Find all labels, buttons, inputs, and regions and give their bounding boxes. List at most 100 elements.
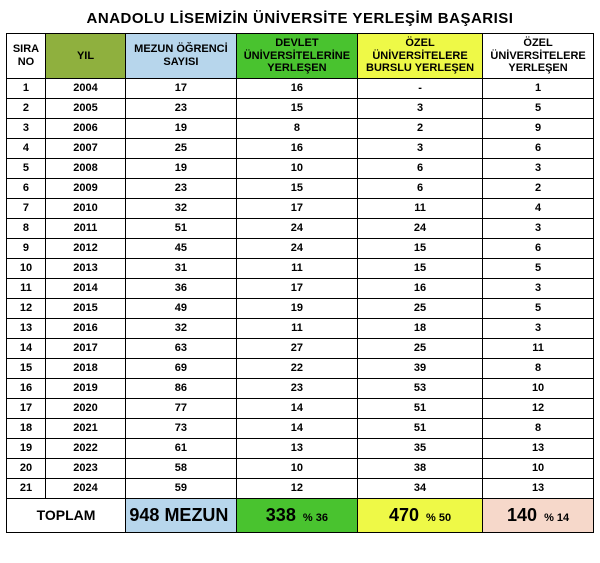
cell-ozel: 5 [483, 298, 594, 318]
cell-yil: 2014 [45, 278, 125, 298]
page-title: ANADOLU LİSEMİZİN ÜNİVERSİTE YERLEŞİM BA… [6, 6, 594, 33]
cell-sira: 8 [7, 218, 46, 238]
cell-ozel: 3 [483, 318, 594, 338]
cell-ozel: 4 [483, 198, 594, 218]
totals-ozel-pct: % 14 [544, 512, 569, 524]
cell-devlet: 27 [236, 338, 357, 358]
cell-yil: 2009 [45, 178, 125, 198]
cell-mezun: 19 [126, 158, 237, 178]
cell-devlet: 17 [236, 198, 357, 218]
cell-mezun: 49 [126, 298, 237, 318]
cell-ozel: 13 [483, 438, 594, 458]
header-ozel: ÖZEL ÜNİVERSİTELERE YERLEŞEN [483, 34, 594, 79]
cell-mezun: 59 [126, 478, 237, 498]
cell-ozel: 8 [483, 418, 594, 438]
cell-yil: 2018 [45, 358, 125, 378]
cell-sira: 2 [7, 98, 46, 118]
cell-yil: 2007 [45, 138, 125, 158]
totals-burslu: 470 % 50 [357, 498, 482, 532]
cell-mezun: 31 [126, 258, 237, 278]
header-burslu: ÖZEL ÜNİVERSİTELERE BURSLU YERLEŞEN [357, 34, 482, 79]
table-row: 120041716-1 [7, 78, 594, 98]
totals-devlet-value: 338 [266, 505, 296, 525]
table-row: 1220154919255 [7, 298, 594, 318]
totals-burslu-value: 470 [389, 505, 419, 525]
cell-mezun: 86 [126, 378, 237, 398]
table-row: 62009231562 [7, 178, 594, 198]
table-row: 17202077145112 [7, 398, 594, 418]
cell-ozel: 6 [483, 238, 594, 258]
totals-ozel-value: 140 [507, 505, 537, 525]
header-row: SIRA NO YIL MEZUN ÖĞRENCİ SAYISI DEVLET … [7, 34, 594, 79]
cell-devlet: 15 [236, 98, 357, 118]
cell-devlet: 16 [236, 138, 357, 158]
cell-yil: 2012 [45, 238, 125, 258]
cell-mezun: 36 [126, 278, 237, 298]
cell-devlet: 13 [236, 438, 357, 458]
cell-devlet: 24 [236, 238, 357, 258]
cell-devlet: 12 [236, 478, 357, 498]
cell-mezun: 61 [126, 438, 237, 458]
cell-devlet: 8 [236, 118, 357, 138]
cell-mezun: 32 [126, 318, 237, 338]
cell-mezun: 77 [126, 398, 237, 418]
cell-yil: 2011 [45, 218, 125, 238]
table-row: 1120143617163 [7, 278, 594, 298]
cell-mezun: 25 [126, 138, 237, 158]
totals-devlet: 338 % 36 [236, 498, 357, 532]
table-row: 1320163211183 [7, 318, 594, 338]
cell-yil: 2019 [45, 378, 125, 398]
cell-mezun: 45 [126, 238, 237, 258]
totals-mezun: 948 MEZUN [126, 498, 237, 532]
cell-burslu: 24 [357, 218, 482, 238]
cell-devlet: 11 [236, 258, 357, 278]
cell-sira: 9 [7, 238, 46, 258]
cell-ozel: 6 [483, 138, 594, 158]
header-devlet: DEVLET ÜNİVERSİTELERİNE YERLEŞEN [236, 34, 357, 79]
totals-devlet-pct: % 36 [303, 512, 328, 524]
header-sira: SIRA NO [7, 34, 46, 79]
cell-yil: 2022 [45, 438, 125, 458]
cell-sira: 13 [7, 318, 46, 338]
cell-devlet: 23 [236, 378, 357, 398]
table-row: 22005231535 [7, 98, 594, 118]
cell-sira: 21 [7, 478, 46, 498]
table-row: 16201986235310 [7, 378, 594, 398]
cell-ozel: 2 [483, 178, 594, 198]
cell-devlet: 24 [236, 218, 357, 238]
table-row: 19202261133513 [7, 438, 594, 458]
cell-yil: 2004 [45, 78, 125, 98]
cell-sira: 14 [7, 338, 46, 358]
totals-row: TOPLAM 948 MEZUN 338 % 36 470 % 50 140 %… [7, 498, 594, 532]
cell-burslu: 3 [357, 138, 482, 158]
cell-sira: 7 [7, 198, 46, 218]
cell-devlet: 19 [236, 298, 357, 318]
header-mezun: MEZUN ÖĞRENCİ SAYISI [126, 34, 237, 79]
cell-mezun: 58 [126, 458, 237, 478]
cell-ozel: 3 [483, 158, 594, 178]
cell-sira: 16 [7, 378, 46, 398]
table-row: 1520186922398 [7, 358, 594, 378]
header-yil: YIL [45, 34, 125, 79]
table-row: 1020133111155 [7, 258, 594, 278]
table-row: 52008191063 [7, 158, 594, 178]
cell-ozel: 13 [483, 478, 594, 498]
table-row: 720103217114 [7, 198, 594, 218]
cell-yil: 2013 [45, 258, 125, 278]
cell-sira: 5 [7, 158, 46, 178]
cell-yil: 2017 [45, 338, 125, 358]
cell-mezun: 17 [126, 78, 237, 98]
cell-burslu: 51 [357, 398, 482, 418]
cell-burslu: 15 [357, 238, 482, 258]
cell-mezun: 32 [126, 198, 237, 218]
cell-burslu: 6 [357, 158, 482, 178]
cell-sira: 6 [7, 178, 46, 198]
cell-ozel: 1 [483, 78, 594, 98]
cell-burslu: 18 [357, 318, 482, 338]
cell-yil: 2023 [45, 458, 125, 478]
totals-label: TOPLAM [7, 498, 126, 532]
cell-ozel: 3 [483, 218, 594, 238]
cell-mezun: 23 [126, 98, 237, 118]
cell-burslu: 53 [357, 378, 482, 398]
cell-ozel: 3 [483, 278, 594, 298]
